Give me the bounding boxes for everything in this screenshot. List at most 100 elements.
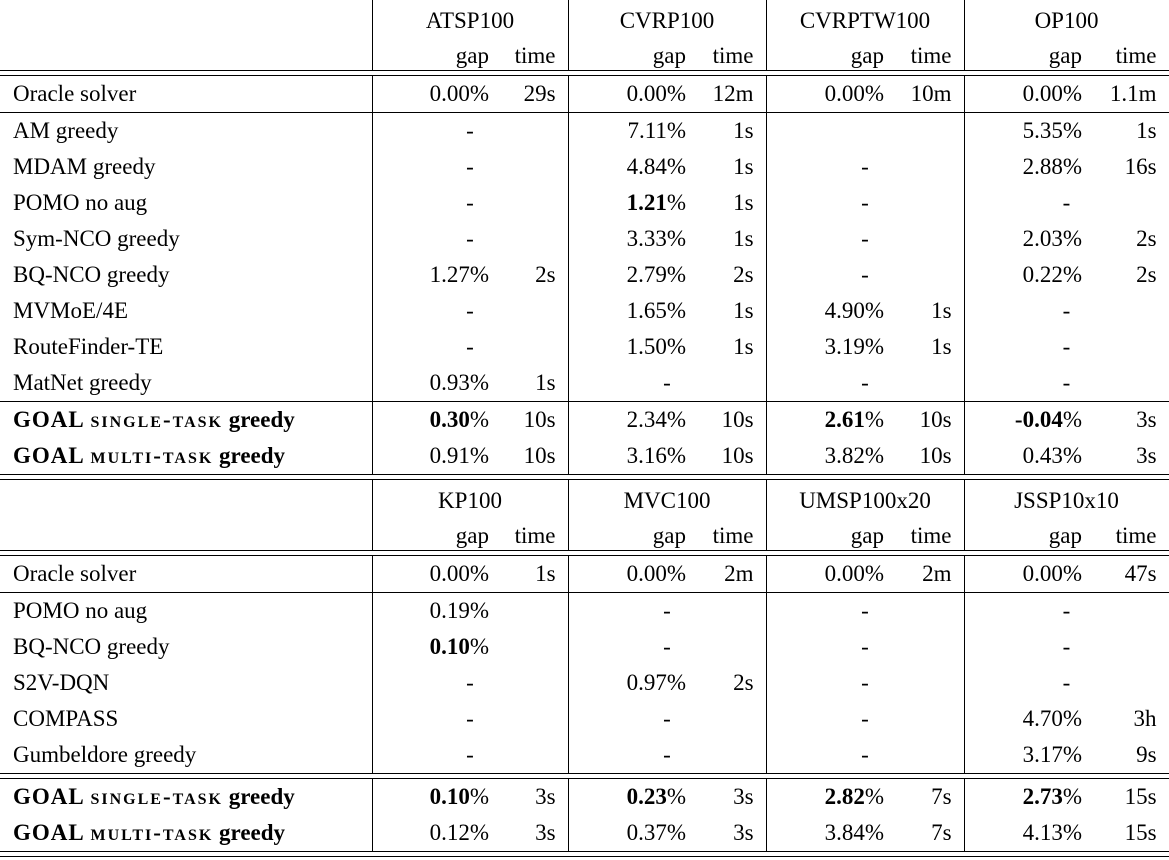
table-row: Oracle solver 0.00% 29s 0.00% 12m 0.00% 10m 0.0…: [0, 75, 1169, 113]
gap-value: 4.13: [1022, 820, 1063, 845]
gap-cell: -0.04%: [963, 401, 1083, 438]
gap-cell: 0.00%: [567, 555, 687, 593]
time-cell: 3s: [733, 820, 754, 845]
time-cell: 2s: [1082, 221, 1169, 257]
time-cell: 1s: [733, 190, 754, 215]
missing-result-cell: -: [765, 737, 965, 774]
double-rule-bar: [0, 851, 1169, 857]
time-cell: 3s: [535, 820, 556, 845]
time-cell: 2s: [733, 262, 754, 287]
gap-value: 0.12: [429, 820, 470, 845]
gap-value: 2.79: [626, 262, 667, 287]
gap-value: 0.10: [429, 634, 470, 659]
percent-sign: %: [469, 262, 489, 287]
gap-value: 0.43: [1022, 443, 1063, 468]
gap-cell: 0.00%: [765, 555, 885, 593]
gap-value: 0.22: [1022, 262, 1063, 287]
table-row: Oracle solver 0.00% 1s 0.00% 2m 0.00% 2m 0.00% 4…: [0, 555, 1169, 593]
time-cell: 3s: [733, 784, 754, 809]
method-label: Oracle solver: [0, 75, 372, 113]
missing-result-cell: -: [765, 365, 965, 402]
gap-cell: 4.84%: [567, 149, 687, 185]
header-row-subcolumns: gap time gap time gap time gap time: [0, 522, 1169, 551]
dash-placeholder: -: [1062, 598, 1071, 623]
table-row: S2V-DQN - 0.97% 2s - -: [0, 665, 1169, 701]
gap-value: 4.70: [1022, 706, 1063, 731]
gap-cell: 0.19%: [371, 592, 489, 629]
method-name-goal: GOAL: [13, 407, 85, 432]
table-row: BQ-NCO greedy 1.27% 2s 2.79% 2s -0.22% 2s: [0, 257, 1169, 293]
method-label: GOAL multi-task greedy: [0, 438, 372, 475]
time-cell: 2s: [733, 670, 754, 695]
gap-cell: 1.50%: [567, 329, 687, 365]
dash-placeholder: -: [1062, 298, 1071, 323]
gap-value: 2.61: [824, 407, 865, 432]
gap-cell: 0.00%: [371, 555, 489, 593]
gap-cell: 2.79%: [567, 257, 687, 293]
time-cell: 1s: [1082, 112, 1169, 149]
gap-column-header: gap: [963, 522, 1083, 551]
method-variant-smallcaps: single-task: [90, 407, 223, 432]
table-row: MatNet greedy 0.93% 1s - - -: [0, 365, 1169, 402]
dash-placeholder: -: [663, 742, 671, 767]
percent-sign: %: [469, 370, 489, 395]
percent-sign: %: [666, 154, 687, 179]
header-row-problems: ATSP100 CVRP100 CVRPTW100 OP100: [0, 0, 1169, 42]
gap-cell: 2.61%: [765, 401, 885, 438]
percent-sign: %: [864, 334, 885, 359]
percent-sign: %: [666, 190, 687, 215]
method-decoding: greedy: [228, 784, 295, 809]
method-label: RouteFinder-TE: [13, 334, 164, 359]
time-cell: 2m: [884, 555, 965, 593]
gap-cell: 0.00%: [963, 75, 1083, 113]
double-rule-row: [0, 773, 1169, 779]
method-label: BQ-NCO greedy: [13, 634, 170, 659]
time-column-header: time: [1082, 522, 1169, 551]
gap-column-header: gap: [963, 42, 1083, 71]
method-decoding: greedy: [219, 820, 286, 845]
gap-value: 2.03: [1022, 226, 1063, 251]
method-label: POMO no aug: [13, 190, 148, 215]
time-column-header: time: [712, 43, 754, 68]
double-rule-bar: [0, 550, 1169, 556]
missing-result-cell: -: [963, 592, 1169, 629]
time-column-header: time: [514, 43, 556, 68]
time-cell: 10s: [721, 407, 754, 432]
gap-cell: 0.10%: [371, 778, 489, 815]
gap-value: 7.11: [627, 118, 667, 143]
method-label: AM greedy: [13, 118, 119, 143]
percent-sign: %: [469, 598, 489, 623]
dash-placeholder: -: [466, 334, 474, 359]
gap-value: 1.65: [626, 298, 667, 323]
dash-placeholder: -: [466, 118, 474, 143]
missing-result-cell: -: [963, 185, 1169, 221]
table-row: GOAL single-task greedy 0.10% 3s 0.23% 3s 2.8…: [0, 778, 1169, 815]
percent-sign: %: [1062, 784, 1083, 809]
time-cell: 2s: [1082, 257, 1169, 293]
missing-result-cell: -: [765, 592, 965, 629]
missing-result-cell: -: [963, 329, 1169, 365]
percent-sign: %: [666, 407, 687, 432]
method-label: Oracle solver: [0, 555, 372, 593]
percent-sign: %: [666, 118, 687, 143]
gap-cell: 1.27%: [371, 257, 489, 293]
time-column-header: time: [514, 523, 556, 548]
time-cell: 10s: [919, 407, 952, 432]
time-cell: 1s: [733, 154, 754, 179]
empty-cell: [765, 112, 965, 149]
gap-column-header: gap: [765, 42, 885, 71]
table-row: POMO no aug 0.19% - - -: [0, 592, 1169, 629]
dash-placeholder: -: [466, 670, 474, 695]
dash-placeholder: -: [1062, 634, 1071, 659]
gap-cell: 0.43%: [963, 438, 1083, 475]
time-cell: 3s: [1082, 438, 1169, 475]
percent-sign: %: [1062, 443, 1083, 468]
gap-value: 0.10: [429, 784, 470, 809]
time-cell: 10s: [523, 443, 556, 468]
method-label: POMO no aug: [13, 598, 148, 623]
gap-cell: 3.16%: [567, 438, 687, 475]
dash-placeholder: -: [861, 670, 869, 695]
method-variant-smallcaps: multi-task: [90, 820, 214, 845]
header-spacer: [0, 42, 372, 71]
